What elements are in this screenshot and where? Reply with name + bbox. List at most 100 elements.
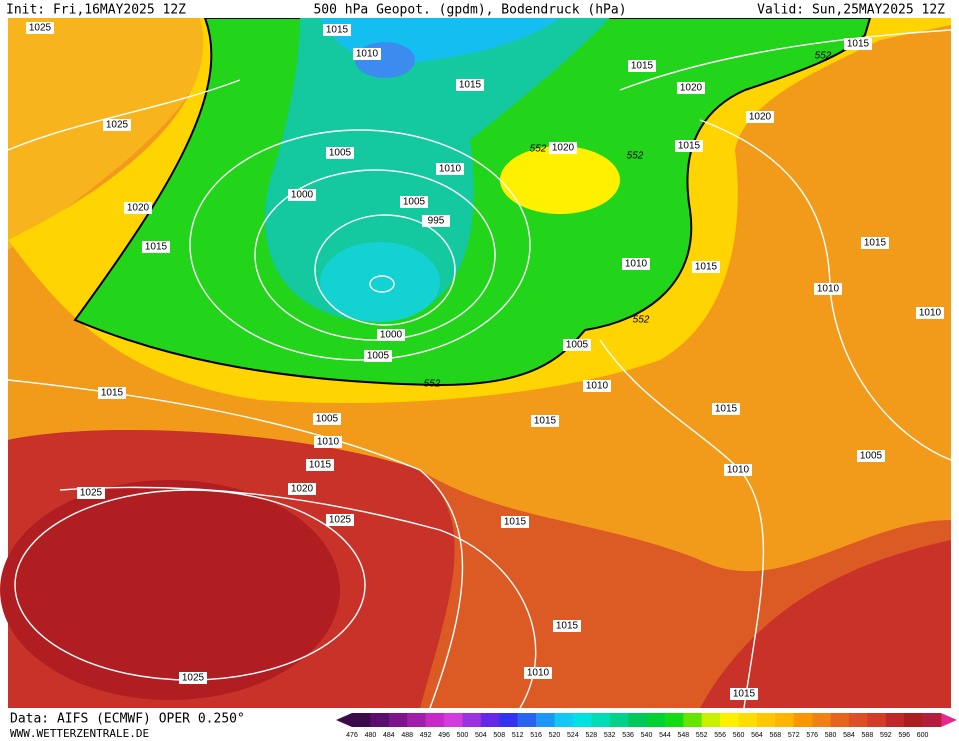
colorbar-cell — [536, 713, 555, 727]
label-bg — [692, 261, 720, 273]
colorbar-arrow — [336, 713, 352, 727]
isobar-label: 1010 — [919, 308, 942, 319]
isobar-label: 1015 — [556, 621, 579, 632]
isobar-label: 1015 — [326, 25, 349, 36]
label-bg — [422, 215, 450, 227]
field-darkred — [0, 480, 340, 700]
isobar-label: 1010 — [625, 259, 648, 270]
isobar — [369, 275, 395, 293]
colorbar-cell — [683, 713, 703, 727]
label-bg — [583, 380, 611, 392]
colorbar-cell — [407, 713, 426, 727]
isobar-label: 1005 — [316, 414, 339, 425]
label-bg — [861, 237, 889, 249]
label-bg — [364, 350, 392, 362]
colorbar-cell — [444, 713, 463, 727]
label-bg — [306, 459, 334, 471]
label-bg — [622, 258, 650, 270]
isobar-label: 1005 — [367, 351, 390, 362]
colorbar-label: 512 — [512, 732, 524, 739]
colorbar-cell — [499, 713, 518, 727]
label-bg — [326, 147, 354, 159]
colorbar-cell — [591, 713, 610, 727]
colorbar-label: 540 — [641, 732, 653, 739]
isobar-label: 1020 — [680, 83, 703, 94]
colorbar-label: 476 — [346, 732, 358, 739]
colorbar-label: 480 — [365, 732, 377, 739]
colorbar-cell — [867, 713, 887, 727]
init-time: Init: Fri,16MAY2025 12Z — [6, 3, 186, 18]
colorbar-cell — [830, 713, 850, 727]
map-title: 500 hPa Geopot. (gpdm), Bodendruck (hPa) — [313, 3, 626, 18]
valid-time: Valid: Sun,25MAY2025 12Z — [757, 3, 945, 18]
map-fields — [0, 17, 951, 708]
colorbar-label: 548 — [677, 732, 689, 739]
colorbar-label: 496 — [438, 732, 450, 739]
isobar-label: 1015 — [631, 61, 654, 72]
isobar-label: 995 — [428, 216, 445, 227]
label-bg — [531, 415, 559, 427]
colorbar-label: 488 — [401, 732, 413, 739]
isobar-label: 1020 — [291, 484, 314, 495]
isobar-label: 1025 — [80, 488, 103, 499]
isobar-label: 1015 — [101, 388, 124, 399]
colorbar-label: 580 — [825, 732, 837, 739]
isobar-labels: 1025 1015 1010 1015 1015 1015 552 1020 1020 1025 1… — [26, 22, 944, 700]
colorbar-cell — [848, 713, 868, 727]
isobar-label: 1015 — [145, 242, 168, 253]
label-bg — [377, 329, 405, 341]
colorbar: 476 480 484 488 492 496 500 504 508 512 516 520 524 5… — [336, 713, 957, 739]
colorbar-label: 584 — [843, 732, 855, 739]
isobar-label: 1005 — [403, 197, 426, 208]
isobar-label: 1010 — [817, 284, 840, 295]
isobar-label: 1010 — [727, 465, 750, 476]
colorbar-label: 564 — [751, 732, 763, 739]
label-bg — [314, 436, 342, 448]
colorbar-label: 576 — [806, 732, 818, 739]
isobar-label: 1015 — [534, 416, 557, 427]
isobar-label: 1015 — [847, 39, 870, 50]
label-bg — [124, 202, 152, 214]
colorbar-label: 592 — [880, 732, 892, 739]
label-bg — [436, 163, 464, 175]
label-bg — [501, 516, 529, 528]
colorbar-label: 504 — [475, 732, 487, 739]
field-red-east — [700, 540, 951, 708]
isobar-label: 1015 — [678, 141, 701, 152]
colorbar-cell — [664, 713, 684, 727]
isobar-label: 1000 — [380, 330, 403, 341]
isobar — [7, 379, 464, 709]
colorbar-cell — [352, 713, 371, 727]
field-orange-nw — [8, 18, 207, 250]
colorbar-cell — [922, 713, 942, 727]
isobar-label: 1025 — [29, 23, 52, 34]
colorbar-label: 528 — [585, 732, 597, 739]
isobar-label: 1010 — [439, 164, 462, 175]
isobar-label: 1025 — [182, 673, 205, 684]
label-bg — [553, 620, 581, 632]
label-bg — [288, 483, 316, 495]
colorbar-label: 600 — [917, 732, 929, 739]
colorbar-label: 484 — [383, 732, 395, 739]
label-bg — [730, 688, 758, 700]
label-bg — [98, 387, 126, 399]
colorbar-label: 560 — [733, 732, 745, 739]
isobar-label: 552 — [424, 379, 441, 390]
label-bg — [103, 119, 131, 131]
colorbar-cell — [646, 713, 666, 727]
colorbar-label: 588 — [862, 732, 874, 739]
colorbar-cell — [812, 713, 831, 727]
colorbar-label: 520 — [549, 732, 561, 739]
isobar-label: 1020 — [127, 203, 150, 214]
colorbar-cell — [720, 713, 739, 727]
label-bg — [456, 79, 484, 91]
label-bg — [549, 142, 577, 154]
website: WWW.WETTERZENTRALE.DE — [10, 727, 149, 740]
isobar-label: 1010 — [317, 437, 340, 448]
colorbar-label: 596 — [898, 732, 910, 739]
label-bg — [353, 48, 381, 60]
label-bg — [313, 413, 341, 425]
isobar-label: 1015 — [309, 460, 332, 471]
colorbar-label: 552 — [696, 732, 708, 739]
isobar-label: 1015 — [695, 262, 718, 273]
